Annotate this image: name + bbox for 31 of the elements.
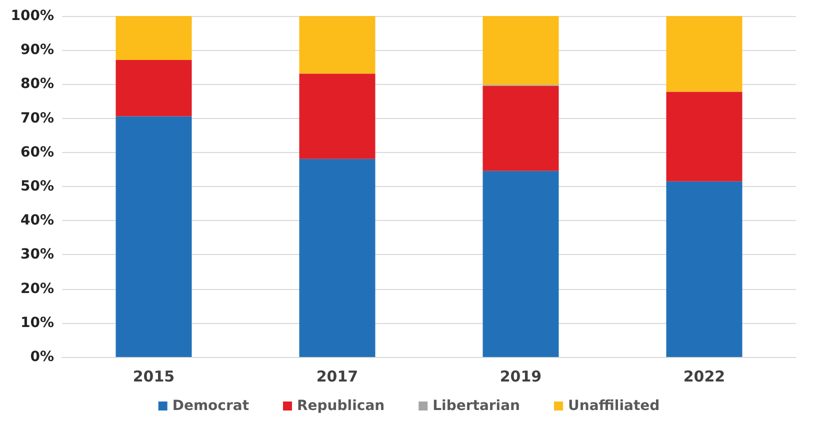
bar (299, 158, 376, 357)
bar (666, 16, 742, 92)
y-tick-label: 10% (20, 314, 54, 331)
legend-label: Unaffiliated (568, 398, 660, 414)
x-tick-label: 2022 (683, 368, 726, 386)
bar (482, 16, 559, 85)
y-tick-label: 50% (20, 178, 54, 194)
x-tick-label: 2019 (500, 368, 542, 386)
y-tick-label: 40% (20, 212, 54, 229)
bar (299, 74, 376, 159)
bar (482, 170, 559, 357)
legend-label: Republican (297, 398, 385, 414)
bar (116, 116, 192, 357)
y-tick-label: 60% (20, 144, 54, 160)
bar (666, 181, 742, 357)
y-tick-label: 0% (30, 349, 54, 365)
y-tick-label: 30% (20, 246, 54, 263)
y-tick-label: 90% (20, 42, 54, 58)
x-tick-label: 2015 (132, 368, 175, 386)
y-tick-label: 70% (20, 110, 54, 126)
bar (116, 60, 192, 116)
bar (666, 92, 742, 182)
y-tick-label: 20% (20, 280, 54, 297)
y-tick-label: 80% (20, 76, 54, 92)
bar (299, 16, 376, 74)
bar (482, 86, 559, 171)
y-tick-label: 100% (10, 8, 54, 24)
legend-label: Libertarian (432, 398, 520, 414)
legend-label: Democrat (172, 398, 250, 414)
bar (116, 16, 192, 60)
x-tick-label: 2017 (316, 368, 358, 386)
